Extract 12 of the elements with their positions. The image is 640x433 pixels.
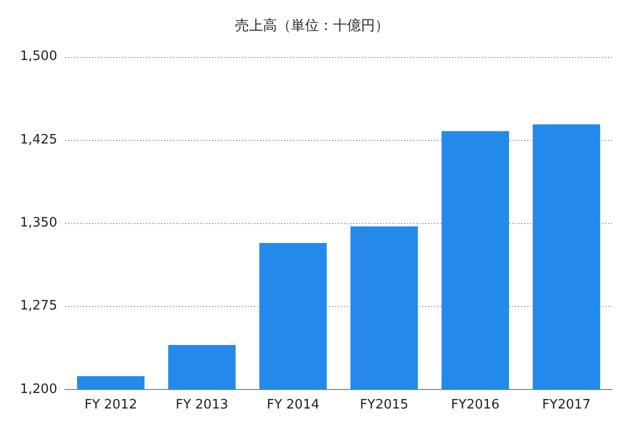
x-tick-label: FY2015 [360, 398, 408, 413]
y-tick-label: 1,425 [20, 132, 58, 148]
x-tick-label: FY 2014 [266, 398, 320, 413]
x-tick-label: FY 2012 [84, 398, 138, 413]
x-tick-label: FY2016 [451, 398, 500, 413]
y-tick-label: 1,275 [20, 298, 58, 314]
x-tick-label: FY 2013 [176, 398, 228, 413]
chart-title: 売上高（単位：十億円） [235, 18, 389, 34]
y-tick-label: 1,500 [20, 49, 58, 64]
y-tick-label: 1,350 [20, 215, 58, 230]
y-tick-label: 1,200 [20, 382, 58, 397]
x-tick-label: FY2017 [542, 398, 591, 413]
